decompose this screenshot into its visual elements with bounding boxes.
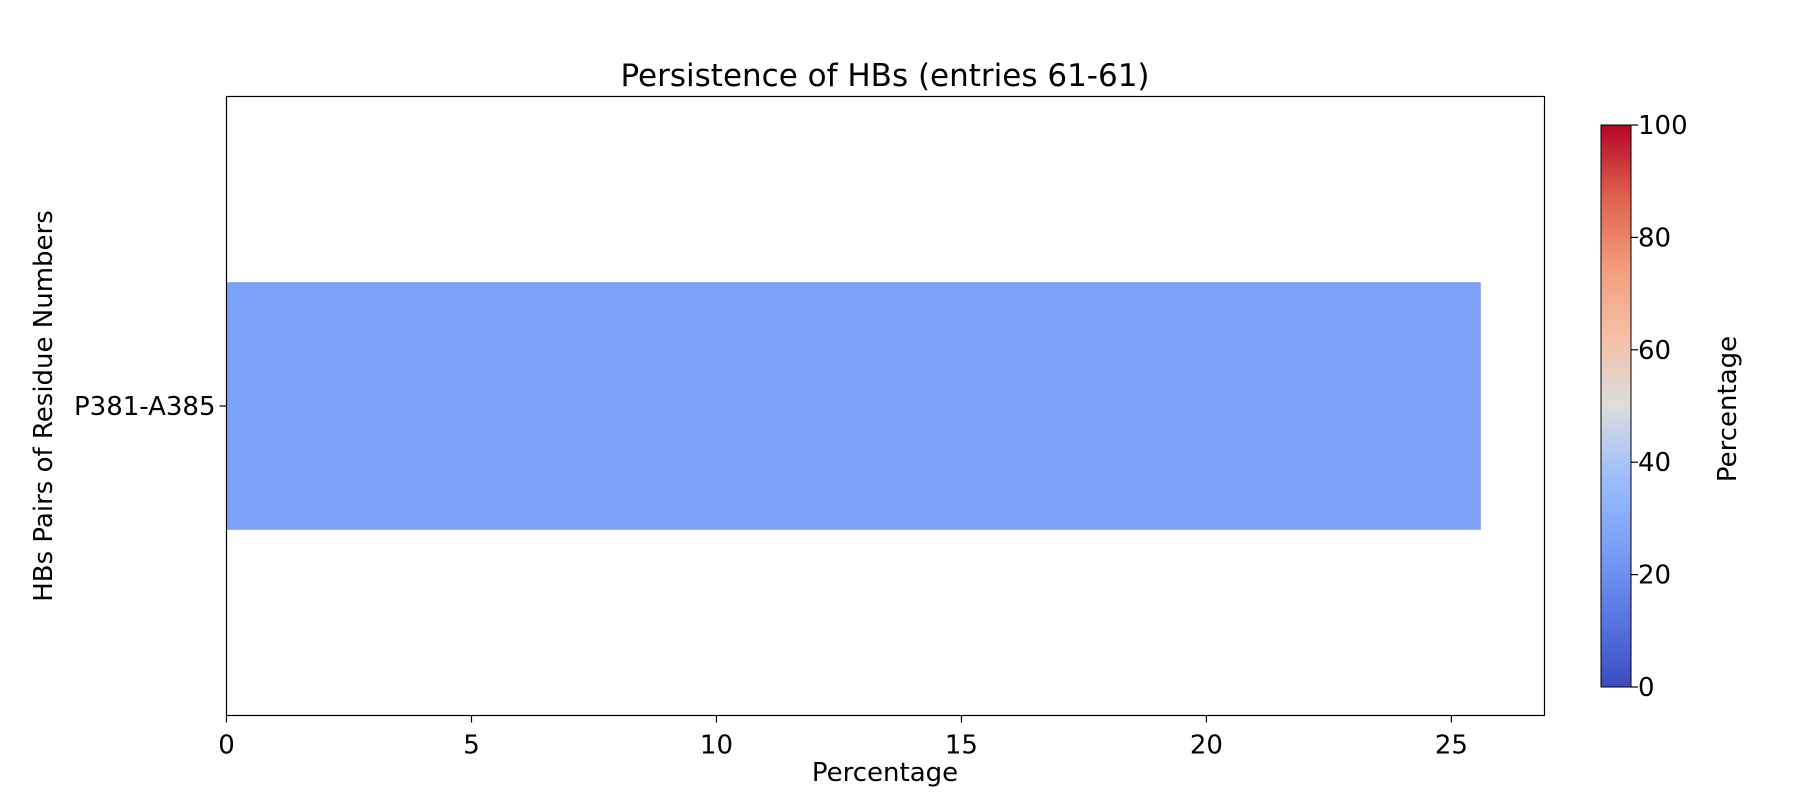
colorbar-tick-label: 60 <box>1638 336 1671 366</box>
x-tick-label: 0 <box>218 731 235 761</box>
bars-layer <box>226 282 1481 530</box>
bar <box>226 282 1481 530</box>
colorbar <box>1600 124 1632 688</box>
colorbar-ticks: 0 20 40 60 80 100 <box>1631 111 1688 703</box>
colorbar-label: Percentage <box>1713 336 1743 482</box>
y-tick-label: P381-A385 <box>74 392 216 422</box>
x-tick-label: 15 <box>945 731 978 761</box>
colorbar-tick-label: 0 <box>1638 673 1655 703</box>
x-tick-label: 10 <box>700 731 733 761</box>
y-axis-label: HBs Pairs of Residue Numbers <box>29 210 59 602</box>
chart-title: Persistence of HBs (entries 61-61) <box>620 58 1149 94</box>
x-tick-label: 20 <box>1190 731 1223 761</box>
x-axis-label: Percentage <box>812 758 958 788</box>
colorbar-tick-label: 40 <box>1638 448 1671 478</box>
colorbar-tick-label: 100 <box>1638 111 1688 141</box>
x-tick-label: 5 <box>463 731 480 761</box>
x-tick-label: 25 <box>1435 731 1468 761</box>
y-ticks: P381-A385 <box>74 392 227 422</box>
colorbar-tick-label: 20 <box>1638 561 1671 591</box>
colorbar-tick-label: 80 <box>1638 223 1671 253</box>
x-ticks: 0 5 10 15 20 25 <box>218 715 1468 761</box>
